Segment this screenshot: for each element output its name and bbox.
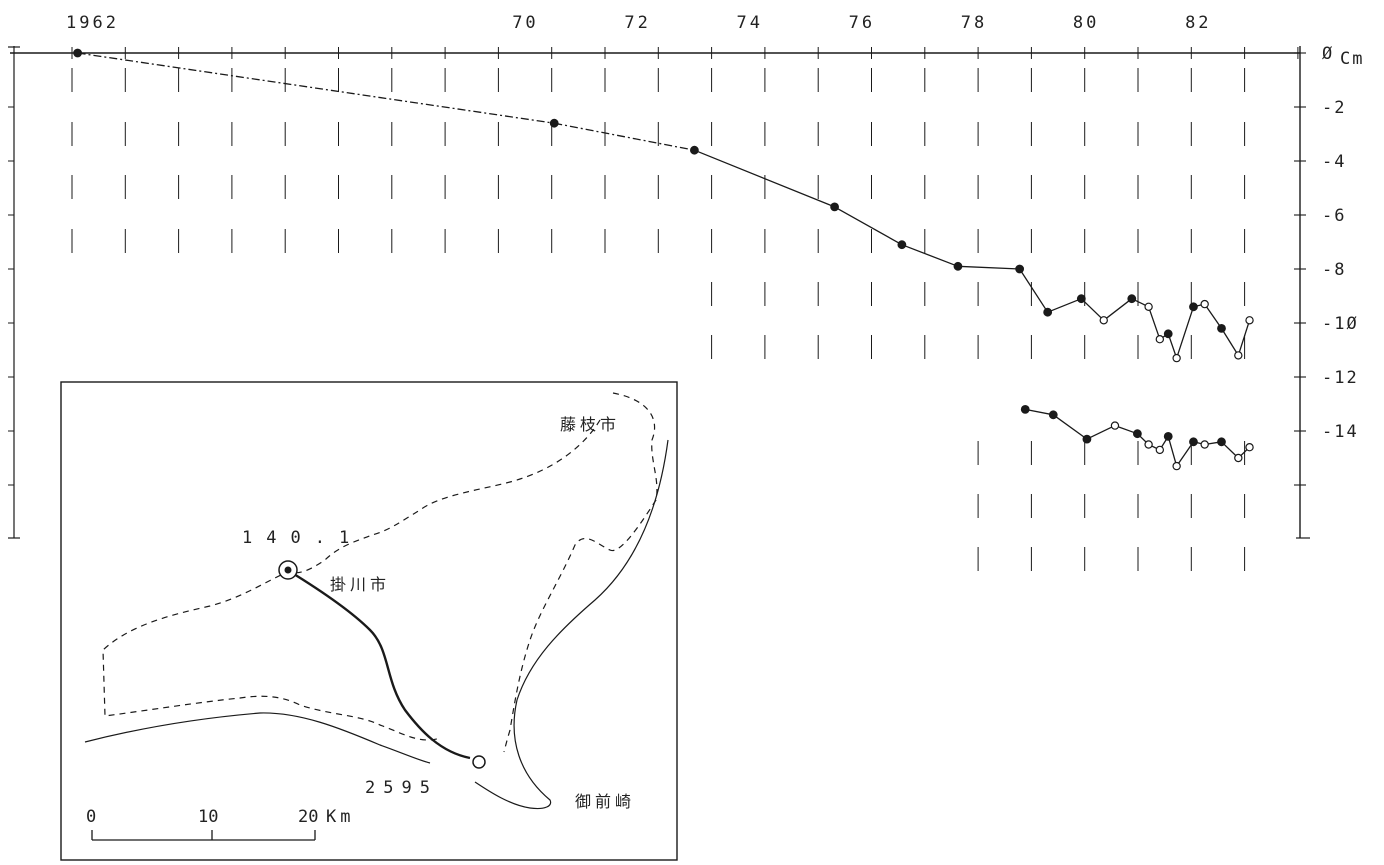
series-1-segment xyxy=(957,265,1020,270)
series-1-point xyxy=(1200,299,1209,309)
y-tick-label: -8 xyxy=(1322,260,1346,280)
y-tick-label: -6 xyxy=(1322,206,1346,226)
series-1-point xyxy=(1076,294,1086,304)
series-1-segment xyxy=(1103,298,1133,321)
series-1-point xyxy=(549,118,559,128)
x-tick-label: 72 xyxy=(624,13,650,33)
x-tick-label: 76 xyxy=(849,13,875,33)
series-1-segment xyxy=(77,52,555,124)
series-2-point xyxy=(1172,461,1181,471)
y-unit-label: Cm xyxy=(1340,49,1364,69)
series-2-segment xyxy=(1167,436,1178,467)
x-tick-label: 82 xyxy=(1185,13,1211,33)
x-tick-label: 80 xyxy=(1073,13,1099,33)
series-1-point xyxy=(953,261,963,271)
series-2-point xyxy=(1144,440,1153,449)
series-1-segment xyxy=(834,206,903,246)
series-1-point xyxy=(1217,324,1226,333)
series-2-segment xyxy=(1025,408,1054,416)
scale-bar-label-20: 20 xyxy=(298,807,318,827)
series-1-point xyxy=(1189,302,1198,312)
series-1-point xyxy=(690,145,699,155)
series-1-point xyxy=(1043,307,1053,317)
kakegawa-city-label: 掛川市 xyxy=(330,575,390,594)
series-1-point xyxy=(1127,294,1137,304)
series-2-point xyxy=(1189,437,1198,447)
inset-map: 140.1 2595 藤枝市 掛川市 御前崎 0 10 20 Km xyxy=(60,381,678,861)
benchmark-140-1-label: 140.1 xyxy=(242,528,363,548)
scale-bar-label-10: 10 xyxy=(198,807,218,827)
series-1-point xyxy=(1015,264,1025,274)
x-tick-label: 1962 xyxy=(66,13,119,33)
scale-bar-label-0: 0 xyxy=(86,807,96,827)
y-tick-label: -2 xyxy=(1322,98,1346,118)
scale-bar: 0 10 20 Km xyxy=(86,807,354,841)
series-2-point xyxy=(1200,440,1209,449)
y-tick-label: -14 xyxy=(1322,422,1359,442)
series-1-point xyxy=(1234,351,1243,360)
benchmark-2595-label: 2595 xyxy=(365,778,438,798)
series-2-point xyxy=(1163,432,1173,441)
series-1-point xyxy=(1099,316,1108,325)
series-1-point xyxy=(1245,316,1254,325)
series-1-segment xyxy=(1147,306,1161,340)
series-2-point xyxy=(1082,434,1092,444)
series-1-segment xyxy=(1237,320,1251,356)
x-tick-label: 78 xyxy=(961,13,987,33)
y-tick-label: -4 xyxy=(1322,152,1346,172)
omaezaki-label: 御前崎 xyxy=(575,792,635,811)
series-2-point xyxy=(1217,437,1226,447)
series-1-point xyxy=(73,48,83,58)
series-1-segment xyxy=(1047,298,1082,313)
series-2-segment xyxy=(1086,425,1116,440)
fujieda-city-label: 藤枝市 xyxy=(560,415,620,434)
y-tick-label: -1Ø xyxy=(1322,314,1359,334)
benchmark-140-1-center xyxy=(284,566,292,574)
series-1-segment xyxy=(1019,268,1049,313)
series-1-segment xyxy=(1204,303,1223,329)
leveling-route xyxy=(288,569,471,760)
series-2-point xyxy=(1155,445,1165,455)
inset-map-frame xyxy=(60,381,678,861)
x-tick-label: 74 xyxy=(736,13,762,33)
series-1-point xyxy=(897,240,907,250)
series-1-segment xyxy=(1080,298,1105,321)
benchmark-2595-marker xyxy=(472,755,486,769)
series-1-point xyxy=(1155,335,1165,344)
series-2-point xyxy=(1110,421,1120,430)
scale-bar-unit: Km xyxy=(326,807,354,827)
series-2-point xyxy=(1234,453,1243,463)
coastline-right xyxy=(474,439,669,810)
y-tick-label: Ø xyxy=(1322,44,1334,64)
x-tick-label: 70 xyxy=(512,13,538,33)
series-1-segment xyxy=(554,122,695,151)
series-1-segment xyxy=(901,244,959,267)
series-2-point xyxy=(1132,429,1142,439)
series-2-segment xyxy=(1052,414,1088,440)
series-1-segment xyxy=(694,149,835,208)
series-2-point xyxy=(1020,405,1030,414)
kakegawa-boundary xyxy=(102,419,601,741)
series-2-point xyxy=(1048,410,1058,420)
series-2-point xyxy=(1245,443,1254,452)
series-2-segment xyxy=(1176,441,1194,467)
series-1-segment xyxy=(1220,328,1239,356)
y-tick-label: -12 xyxy=(1322,368,1359,388)
series-1-point xyxy=(830,202,839,212)
coastline-left xyxy=(84,712,431,764)
series-1-point xyxy=(1163,329,1173,339)
series-1-point xyxy=(1172,353,1181,363)
series-1-segment xyxy=(1176,306,1195,359)
fujieda-boundary xyxy=(503,392,658,753)
series-1-point xyxy=(1144,302,1153,311)
